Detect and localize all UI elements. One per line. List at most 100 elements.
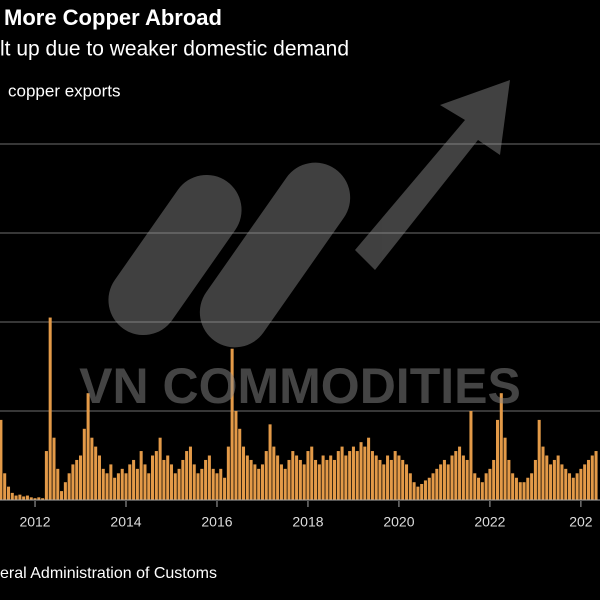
bar [317,464,321,500]
bar [56,468,60,500]
bar [105,473,109,500]
bar [325,459,329,500]
bar [541,446,545,500]
x-tick-label: 2020 [383,514,414,530]
bar [10,492,14,500]
bar [151,455,155,500]
bar [499,393,503,500]
bar [590,455,594,500]
bar [215,473,219,500]
bar [276,455,280,500]
bar [207,455,211,500]
bar [291,451,295,500]
bar [78,455,83,500]
bar [492,459,496,500]
bar [477,477,481,500]
bar [427,477,431,500]
bar [287,459,291,500]
bar [530,473,534,500]
bar [450,455,454,500]
bar [3,473,7,500]
bar [469,411,473,500]
bar [188,446,192,500]
bar [52,437,56,500]
bar [408,473,412,500]
bar [533,459,537,500]
bar [564,468,568,500]
bar [420,483,424,500]
x-tick-label: 2012 [19,514,50,530]
bar [454,451,458,500]
bar [0,419,3,500]
bar [63,482,67,500]
bar [298,459,302,500]
bar [71,464,75,500]
x-tick-label: 202 [569,514,593,530]
bar [60,491,64,500]
bar [495,419,500,500]
bar [552,459,556,500]
bar [367,437,371,500]
bar [439,464,443,500]
bar [405,464,409,500]
bar [314,459,318,500]
bar [568,473,572,500]
bar [22,496,26,500]
bar [412,482,416,500]
bar [29,497,33,500]
bar [169,464,174,500]
bar [473,473,477,500]
bar [586,459,591,500]
bar [389,459,393,500]
bar [579,468,583,500]
bar [18,494,22,500]
bar [33,498,37,500]
bar [192,464,196,500]
chart-title: More Copper Abroad [4,5,222,30]
bar [147,473,151,500]
bar [351,446,355,500]
bar [260,464,264,500]
bar [503,437,507,500]
bar [139,451,143,500]
bar [397,455,401,500]
bar [245,455,249,500]
bar [511,473,515,500]
bar [480,482,484,500]
watermark-text: VN COMMODITIES [79,358,521,414]
bar [264,451,268,500]
bar [162,459,166,500]
bar [442,459,446,500]
bar [507,459,511,500]
bar [226,446,230,500]
bar [401,459,405,500]
bar [158,437,162,500]
bar [344,455,348,500]
bar [435,468,439,500]
bar [154,451,158,500]
bar [132,459,136,500]
bar [128,464,132,500]
bar [283,468,287,500]
x-tick-label: 2022 [474,514,505,530]
bar [25,495,29,500]
x-tick-label: 2016 [201,514,232,530]
chart-subtitle: lt up due to weaker domestic demand [0,38,349,61]
bar [378,459,382,500]
bar [355,451,359,500]
x-tick-label: 2014 [110,514,141,530]
bar [363,446,367,500]
bar [370,451,374,500]
bar [173,473,177,500]
bar [116,473,120,500]
bar [257,468,261,500]
bar [518,482,522,500]
bar [332,459,336,500]
bar [560,464,564,500]
bar [181,459,185,500]
bar [359,442,363,500]
bar [272,446,276,500]
bar [97,455,102,500]
bar [75,459,79,500]
